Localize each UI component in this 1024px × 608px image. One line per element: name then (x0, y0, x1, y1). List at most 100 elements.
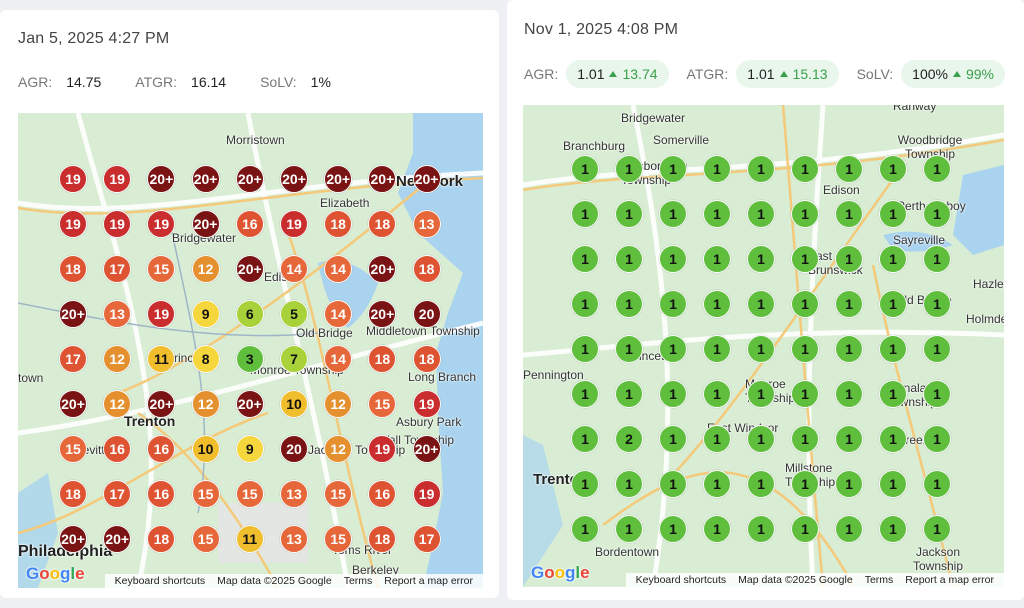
rank-marker[interactable]: 1 (747, 290, 775, 318)
rank-marker[interactable]: 14 (324, 300, 353, 328)
rank-marker[interactable]: 1 (923, 155, 951, 183)
report-error-link[interactable]: Report a map error (905, 574, 994, 586)
rank-marker[interactable]: 1 (615, 155, 643, 183)
rank-marker[interactable]: 12 (324, 435, 353, 463)
rank-marker[interactable]: 11 (235, 525, 264, 553)
rank-marker[interactable]: 12 (103, 345, 132, 373)
map-view[interactable]: Rahway Bridgewater Branchburg Somerville… (523, 105, 1004, 587)
rank-marker[interactable]: 15 (368, 390, 397, 418)
rank-marker[interactable]: 1 (747, 425, 775, 453)
rank-marker[interactable]: 1 (923, 380, 951, 408)
rank-marker[interactable]: 1 (703, 245, 731, 273)
rank-marker[interactable]: 1 (747, 515, 775, 543)
rank-marker[interactable]: 20+ (147, 390, 176, 418)
rank-marker[interactable]: 12 (191, 390, 220, 418)
rank-marker[interactable]: 19 (412, 390, 441, 418)
rank-marker[interactable]: 1 (879, 425, 907, 453)
rank-marker[interactable]: 1 (659, 335, 687, 363)
rank-marker[interactable]: 1 (747, 470, 775, 498)
rank-marker[interactable]: 15 (191, 525, 220, 553)
rank-marker[interactable]: 1 (879, 200, 907, 228)
rank-marker[interactable]: 1 (879, 515, 907, 543)
rank-marker[interactable]: 11 (147, 345, 176, 373)
rank-marker[interactable]: 19 (280, 210, 308, 238)
rank-marker[interactable]: 13 (103, 300, 132, 328)
rank-marker[interactable]: 1 (571, 470, 599, 498)
rank-marker[interactable]: 2 (615, 425, 643, 453)
rank-marker[interactable]: 9 (235, 435, 264, 463)
rank-marker[interactable]: 1 (747, 335, 775, 363)
rank-marker[interactable]: 1 (835, 290, 863, 318)
rank-marker[interactable]: 20+ (412, 435, 441, 463)
rank-marker[interactable]: 1 (615, 515, 643, 543)
rank-marker[interactable]: 20+ (147, 165, 176, 193)
rank-marker[interactable]: 1 (571, 515, 599, 543)
rank-marker[interactable]: 14 (324, 255, 353, 283)
rank-marker[interactable]: 1 (835, 155, 863, 183)
rank-marker[interactable]: 1 (703, 335, 731, 363)
rank-marker[interactable]: 1 (923, 245, 951, 273)
rank-marker[interactable]: 1 (791, 290, 819, 318)
rank-marker[interactable]: 1 (571, 425, 599, 453)
rank-marker[interactable]: 1 (703, 425, 731, 453)
rank-marker[interactable]: 20+ (368, 165, 397, 193)
rank-marker[interactable]: 1 (791, 335, 819, 363)
rank-marker[interactable]: 1 (659, 290, 687, 318)
keyboard-shortcuts-link[interactable]: Keyboard shortcuts (635, 574, 727, 586)
rank-marker[interactable]: 14 (280, 255, 308, 283)
rank-marker[interactable]: 1 (615, 335, 643, 363)
rank-marker[interactable]: 16 (103, 435, 132, 463)
rank-marker[interactable]: 19 (59, 210, 87, 238)
rank-marker[interactable]: 20 (412, 300, 441, 328)
rank-marker[interactable]: 1 (791, 200, 819, 228)
rank-marker[interactable]: 1 (835, 245, 863, 273)
rank-marker[interactable]: 1 (747, 200, 775, 228)
rank-marker[interactable]: 15 (324, 480, 353, 508)
rank-marker[interactable]: 1 (571, 155, 599, 183)
rank-marker[interactable]: 1 (659, 200, 687, 228)
rank-marker[interactable]: 13 (280, 480, 308, 508)
rank-marker[interactable]: 3 (235, 345, 264, 373)
rank-marker[interactable]: 20+ (412, 165, 441, 193)
rank-marker[interactable]: 1 (659, 470, 687, 498)
rank-marker[interactable]: 1 (835, 380, 863, 408)
rank-marker[interactable]: 20+ (235, 390, 264, 418)
rank-marker[interactable]: 1 (791, 515, 819, 543)
rank-marker[interactable]: 20+ (324, 165, 353, 193)
rank-marker[interactable]: 1 (571, 245, 599, 273)
rank-marker[interactable]: 7 (280, 345, 308, 373)
rank-marker[interactable]: 6 (235, 300, 264, 328)
rank-marker[interactable]: 1 (571, 200, 599, 228)
rank-marker[interactable]: 1 (615, 245, 643, 273)
rank-marker[interactable]: 1 (835, 425, 863, 453)
rank-marker[interactable]: 1 (571, 290, 599, 318)
rank-marker[interactable]: 1 (747, 155, 775, 183)
rank-marker[interactable]: 1 (879, 335, 907, 363)
rank-marker[interactable]: 1 (791, 425, 819, 453)
rank-marker[interactable]: 15 (324, 525, 353, 553)
rank-marker[interactable]: 17 (412, 525, 441, 553)
rank-marker[interactable]: 5 (280, 300, 308, 328)
rank-marker[interactable]: 1 (791, 155, 819, 183)
report-error-link[interactable]: Report a map error (384, 575, 473, 587)
rank-marker[interactable]: 20+ (235, 165, 264, 193)
rank-marker[interactable]: 19 (412, 480, 441, 508)
rank-marker[interactable]: 19 (59, 165, 87, 193)
rank-marker[interactable]: 20+ (103, 525, 132, 553)
rank-marker[interactable]: 16 (235, 210, 264, 238)
rank-marker[interactable]: 1 (615, 470, 643, 498)
rank-marker[interactable]: 12 (324, 390, 353, 418)
rank-marker[interactable]: 1 (615, 380, 643, 408)
rank-marker[interactable]: 18 (368, 525, 397, 553)
rank-marker[interactable]: 1 (747, 380, 775, 408)
rank-marker[interactable]: 12 (191, 255, 220, 283)
rank-marker[interactable]: 20+ (368, 255, 397, 283)
rank-marker[interactable]: 1 (835, 200, 863, 228)
rank-marker[interactable]: 16 (147, 435, 176, 463)
rank-marker[interactable]: 1 (703, 515, 731, 543)
rank-marker[interactable]: 20+ (191, 210, 220, 238)
rank-marker[interactable]: 18 (324, 210, 353, 238)
rank-marker[interactable]: 15 (191, 480, 220, 508)
rank-marker[interactable]: 19 (103, 210, 132, 238)
terms-link[interactable]: Terms (343, 575, 373, 587)
